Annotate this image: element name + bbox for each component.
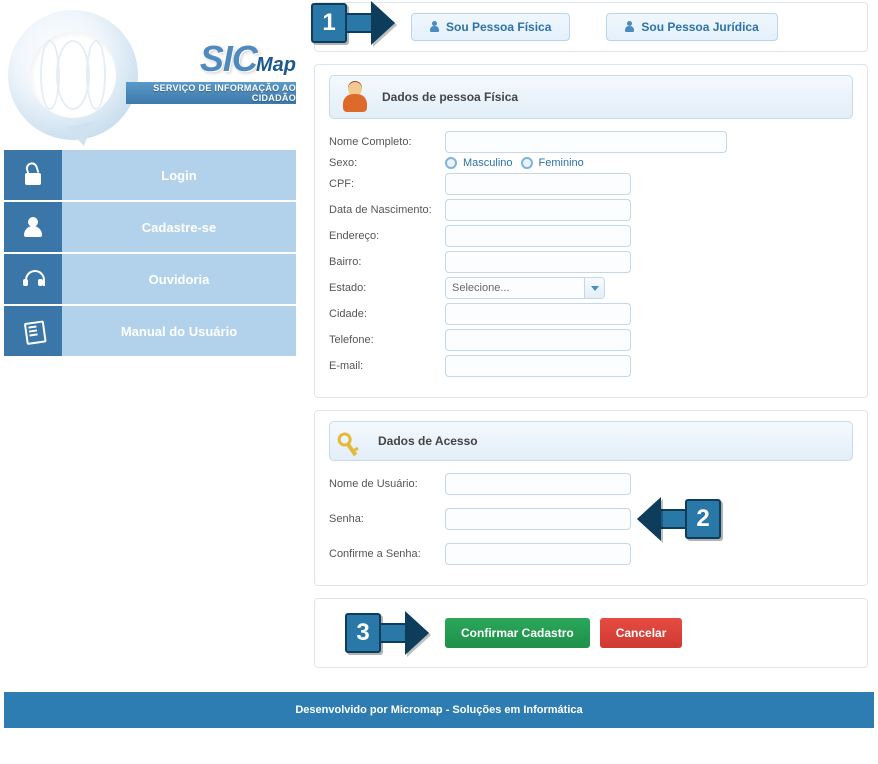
label-senha: Senha: bbox=[329, 513, 445, 525]
sidebar-item-manual[interactable]: Manual do Usuário bbox=[4, 306, 296, 356]
annotation-arrow-3: 3 bbox=[345, 613, 429, 653]
person-icon bbox=[430, 22, 440, 32]
label-estado: Estado: bbox=[329, 282, 445, 294]
person-type-tabs: 1 Sou Pessoa Física Sou Pessoa Jurídica bbox=[314, 2, 868, 52]
input-telefone[interactable] bbox=[445, 329, 631, 351]
sidebar-menu: Login Cadastre-se Ouvidoria Manual do Us… bbox=[4, 150, 296, 356]
unlock-icon bbox=[4, 150, 62, 200]
input-endereco[interactable] bbox=[445, 225, 631, 247]
footer: Desenvolvido por Micromap - Soluções em … bbox=[4, 692, 874, 728]
tab-label: Sou Pessoa Jurídica bbox=[641, 20, 758, 34]
person-icon bbox=[625, 22, 635, 32]
panel-dados-pessoa-fisica: Dados de pessoa Física Nome Completo: Se… bbox=[314, 64, 868, 398]
confirm-button[interactable]: Confirmar Cadastro bbox=[445, 618, 590, 648]
label-endereco: Endereço: bbox=[329, 230, 445, 242]
input-cpf[interactable] bbox=[445, 173, 631, 195]
logo-sic-text: SIC bbox=[200, 38, 257, 80]
annotation-number: 2 bbox=[685, 499, 721, 539]
input-bairro[interactable] bbox=[445, 251, 631, 273]
sidebar-item-cadastre[interactable]: Cadastre-se bbox=[4, 202, 296, 252]
input-usuario[interactable] bbox=[445, 473, 631, 495]
label-bairro: Bairro: bbox=[329, 256, 445, 268]
logo-area: SIC Map SERVIÇO DE INFORMAÇÃO AO CIDADÃO bbox=[4, 0, 296, 150]
panel-title: Dados de pessoa Física bbox=[382, 90, 518, 104]
input-email[interactable] bbox=[445, 355, 631, 377]
logo-map-text: Map bbox=[256, 54, 296, 77]
label-email: E-mail: bbox=[329, 360, 445, 372]
person-icon bbox=[4, 202, 62, 252]
user-avatar-icon bbox=[340, 82, 370, 112]
annotation-arrow-1: 1 bbox=[311, 3, 395, 43]
panel-header: Dados de pessoa Física bbox=[329, 75, 853, 119]
select-estado[interactable] bbox=[445, 277, 605, 299]
input-cidade[interactable] bbox=[445, 303, 631, 325]
panel-title: Dados de Acesso bbox=[378, 434, 478, 448]
label-data-nascimento: Data de Nascimento: bbox=[329, 204, 445, 216]
label-telefone: Telefone: bbox=[329, 334, 445, 346]
logo-subtitle: SERVIÇO DE INFORMAÇÃO AO CIDADÃO bbox=[126, 82, 296, 104]
key-icon bbox=[335, 423, 371, 459]
label-usuario: Nome de Usuário: bbox=[329, 478, 445, 490]
headset-icon bbox=[4, 254, 62, 304]
label-cpf: CPF: bbox=[329, 178, 445, 190]
input-senha[interactable] bbox=[445, 508, 631, 530]
sidebar-item-label: Manual do Usuário bbox=[62, 306, 296, 356]
tab-pessoa-juridica[interactable]: Sou Pessoa Jurídica bbox=[606, 13, 777, 41]
input-nome-completo[interactable] bbox=[445, 131, 727, 153]
annotation-arrow-2: 2 bbox=[637, 499, 721, 539]
input-confirma-senha[interactable] bbox=[445, 543, 631, 565]
annotation-number: 3 bbox=[345, 613, 381, 653]
label-confirma-senha: Confirme a Senha: bbox=[329, 548, 445, 560]
tab-pessoa-fisica[interactable]: Sou Pessoa Física bbox=[411, 13, 570, 41]
radio-label-feminino: Feminino bbox=[539, 157, 584, 169]
logo-badge bbox=[8, 10, 138, 140]
radio-label-masculino: Masculino bbox=[463, 157, 513, 169]
sidebar-item-label: Login bbox=[62, 150, 296, 200]
sidebar-item-ouvidoria[interactable]: Ouvidoria bbox=[4, 254, 296, 304]
sidebar-item-login[interactable]: Login bbox=[4, 150, 296, 200]
panel-header: Dados de Acesso bbox=[329, 421, 853, 461]
chevron-down-icon[interactable] bbox=[584, 278, 604, 298]
radio-masculino[interactable] bbox=[445, 157, 457, 169]
cancel-button[interactable]: Cancelar bbox=[600, 618, 683, 648]
label-cidade: Cidade: bbox=[329, 308, 445, 320]
annotation-number: 1 bbox=[311, 3, 347, 43]
tab-label: Sou Pessoa Física bbox=[446, 20, 551, 34]
radio-feminino[interactable] bbox=[521, 157, 533, 169]
label-nome: Nome Completo: bbox=[329, 136, 445, 148]
book-icon bbox=[4, 306, 62, 356]
label-sexo: Sexo: bbox=[329, 157, 445, 169]
sidebar-item-label: Ouvidoria bbox=[62, 254, 296, 304]
input-data-nascimento[interactable] bbox=[445, 199, 631, 221]
panel-dados-acesso: Dados de Acesso Nome de Usuário: Senha: … bbox=[314, 410, 868, 586]
sidebar-item-label: Cadastre-se bbox=[62, 202, 296, 252]
action-bar: 3 Confirmar Cadastro Cancelar bbox=[314, 598, 868, 668]
